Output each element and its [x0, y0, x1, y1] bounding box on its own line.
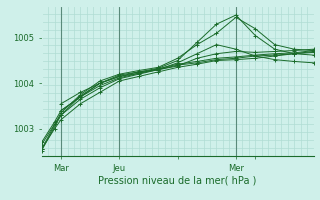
- X-axis label: Pression niveau de la mer( hPa ): Pression niveau de la mer( hPa ): [99, 175, 257, 185]
